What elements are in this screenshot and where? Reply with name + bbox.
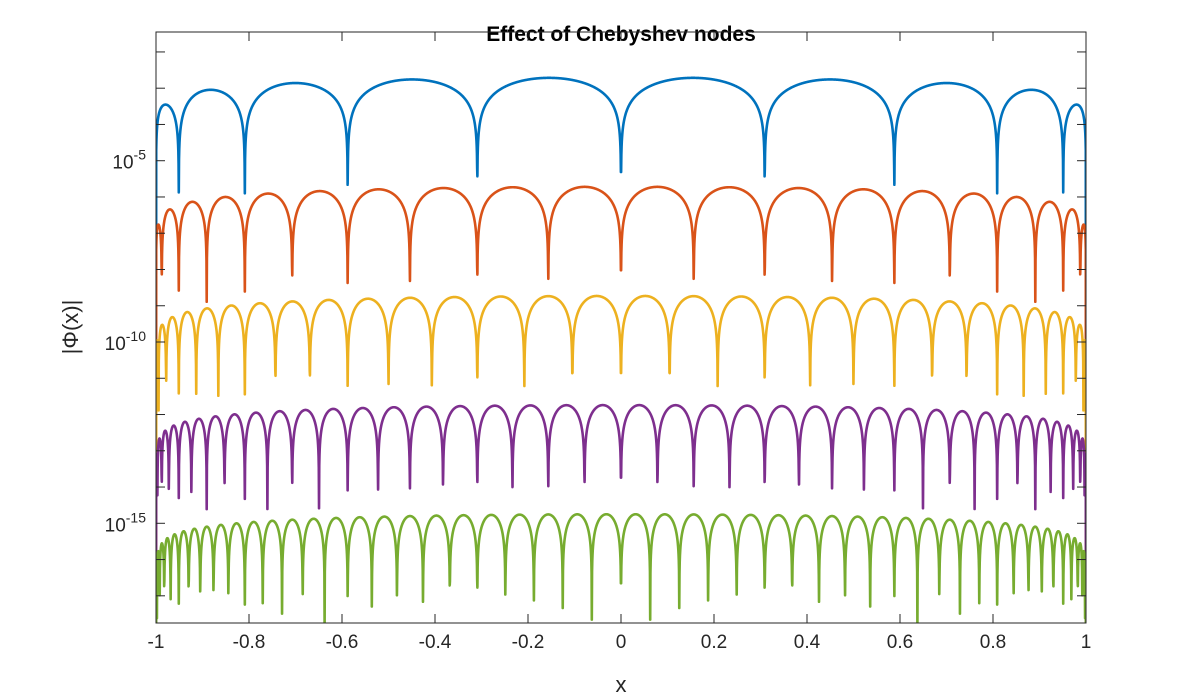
y-tick-base: 10 <box>105 334 126 355</box>
y-tick-exponent: -10 <box>126 328 146 344</box>
x-tick-label: 0.6 <box>887 632 913 653</box>
x-axis-label: x <box>616 672 627 697</box>
x-tick-label: 1 <box>1081 632 1092 653</box>
y-tick-base: 10 <box>112 153 133 174</box>
y-tick-base: 10 <box>105 515 126 536</box>
series-line-n40 <box>156 403 1086 623</box>
x-tick-label: -0.4 <box>419 632 452 653</box>
series-line-n10 <box>156 76 1086 623</box>
x-tick-label: 0.4 <box>794 632 821 653</box>
series-line-n20 <box>156 185 1086 623</box>
x-tick-label: -0.2 <box>512 632 545 653</box>
x-tick-label: 0.8 <box>980 632 1006 653</box>
y-tick-label: 10-15 <box>105 509 147 536</box>
series-line-n30 <box>156 294 1086 623</box>
y-axis-label: |Φ(x)| <box>58 300 83 355</box>
y-tick-exponent: -5 <box>134 147 147 163</box>
series-line-n50 <box>156 512 1086 623</box>
y-tick-exponent: -15 <box>126 509 146 525</box>
x-tick-label: 0 <box>616 632 627 653</box>
x-tick-label: -0.8 <box>233 632 266 653</box>
x-tick-label: 0.2 <box>701 632 727 653</box>
y-tick-label: 10-5 <box>112 147 146 174</box>
x-tick-label: -0.6 <box>326 632 359 653</box>
x-tick-label: -1 <box>148 632 165 653</box>
y-tick-label: 10-10 <box>105 328 147 355</box>
